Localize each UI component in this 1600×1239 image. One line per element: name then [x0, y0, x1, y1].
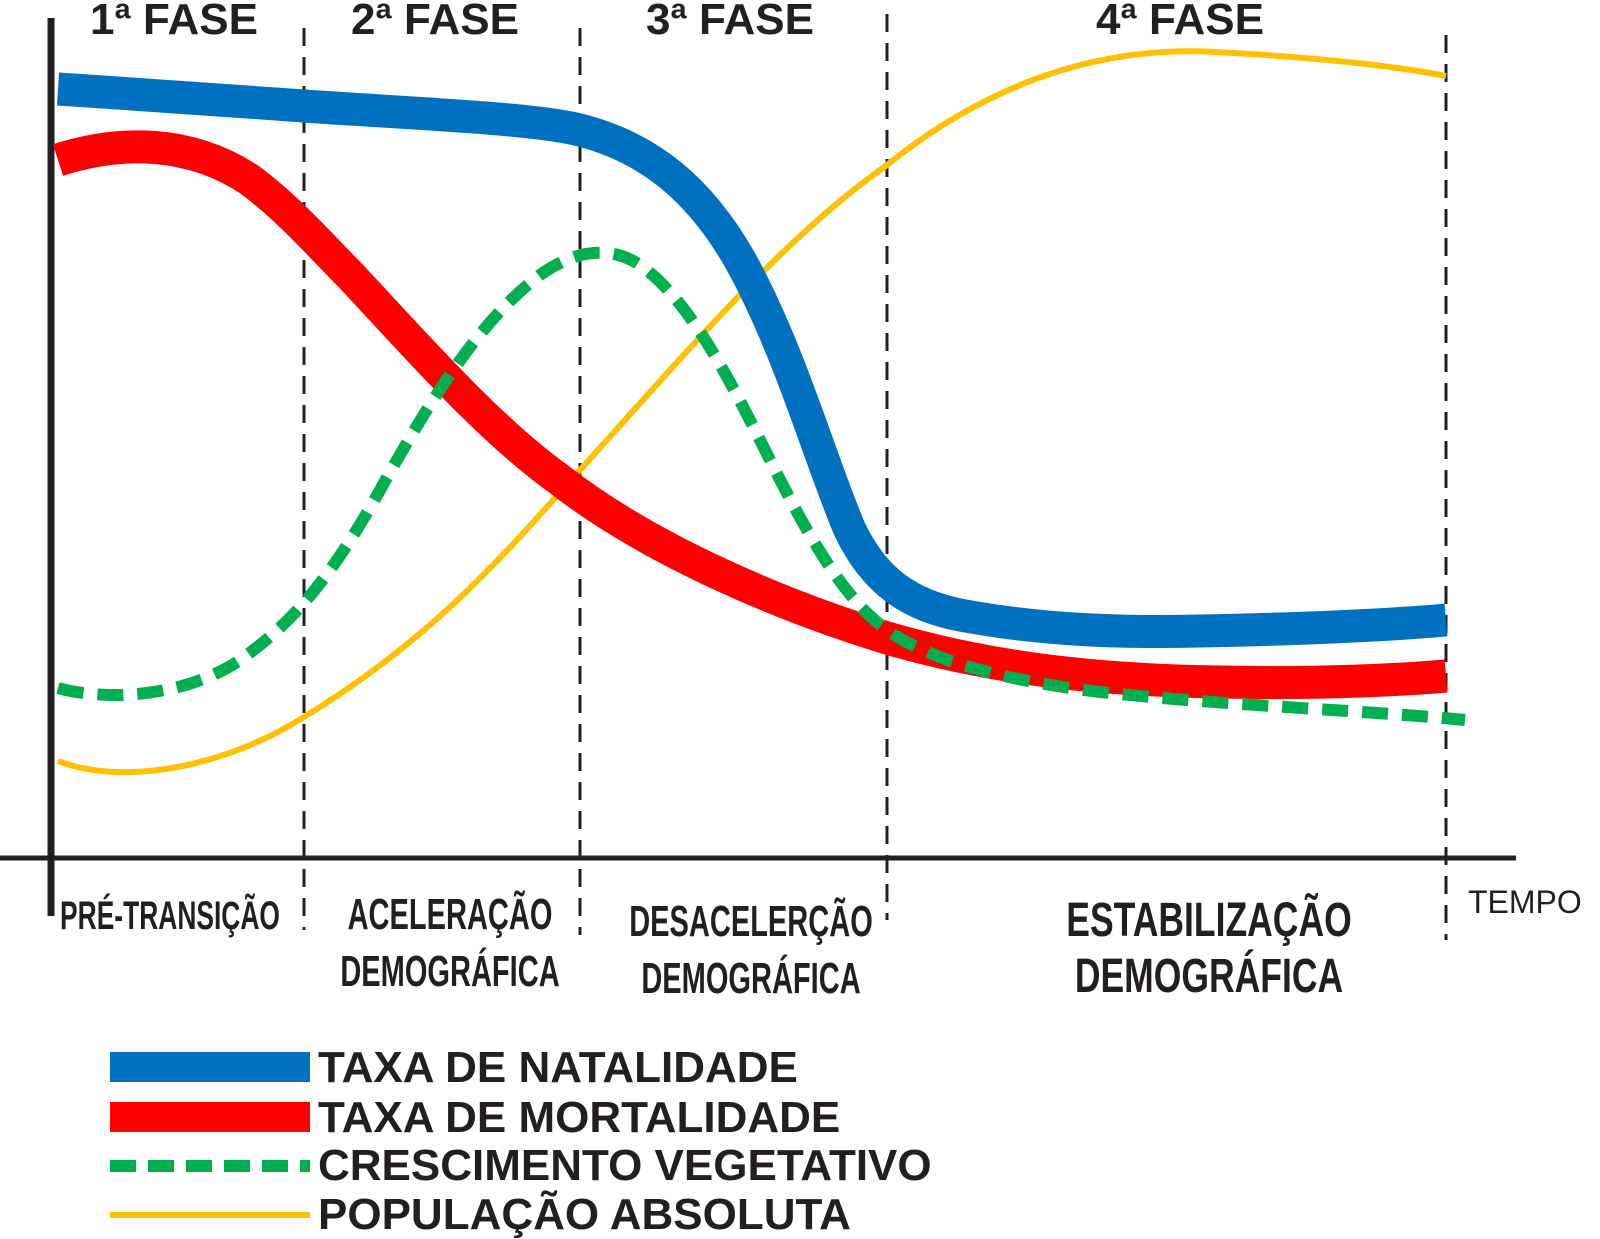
stage-label-aceleracao-line2: DEMOGRÁFICA: [340, 946, 559, 996]
legend: TAXA DE NATALIDADE TAXA DE MORTALIDADE C…: [110, 1043, 932, 1239]
stage-label-desaceleracao-line1: DESACELERÇÃO: [629, 896, 873, 946]
stage-label-pre-transicao: PRÉ-TRANSIÇÃO: [60, 894, 280, 939]
legend-label-crescimento: CRESCIMENTO VEGETATIVO: [318, 1141, 932, 1190]
series-populacao-line: [56, 48, 1447, 776]
stage-label-estabilizacao-line2: DEMOGRÁFICA: [1075, 949, 1343, 1002]
legend-label-populacao: POPULAÇÃO ABSOLUTA: [318, 1189, 851, 1239]
phase-1-title: 1ª FASE: [90, 0, 258, 44]
stage-label-estabilizacao-line1: ESTABILIZAÇÃO: [1066, 893, 1351, 946]
series-mortalidade-line: [52, 130, 1448, 700]
phase-2-title: 2ª FASE: [351, 0, 519, 44]
series-crescimento-line: [56, 246, 1466, 726]
x-axis-label: TEMPO: [1468, 884, 1582, 920]
phase-4-title: 4ª FASE: [1096, 0, 1264, 44]
stage-labels: PRÉ-TRANSIÇÃO ACELERAÇÃO DEMOGRÁFICA DES…: [60, 889, 1352, 1003]
series-natalidade-line: [56, 72, 1448, 649]
legend-label-mortalidade: TAXA DE MORTALIDADE: [318, 1093, 840, 1142]
legend-label-natalidade: TAXA DE NATALIDADE: [318, 1043, 798, 1092]
phase-dividers: [302, 14, 1448, 940]
phase-3-title: 3ª FASE: [646, 0, 814, 44]
stage-label-desaceleracao-line2: DEMOGRÁFICA: [641, 953, 860, 1003]
stage-label-aceleracao-line1: ACELERAÇÃO: [348, 889, 553, 939]
